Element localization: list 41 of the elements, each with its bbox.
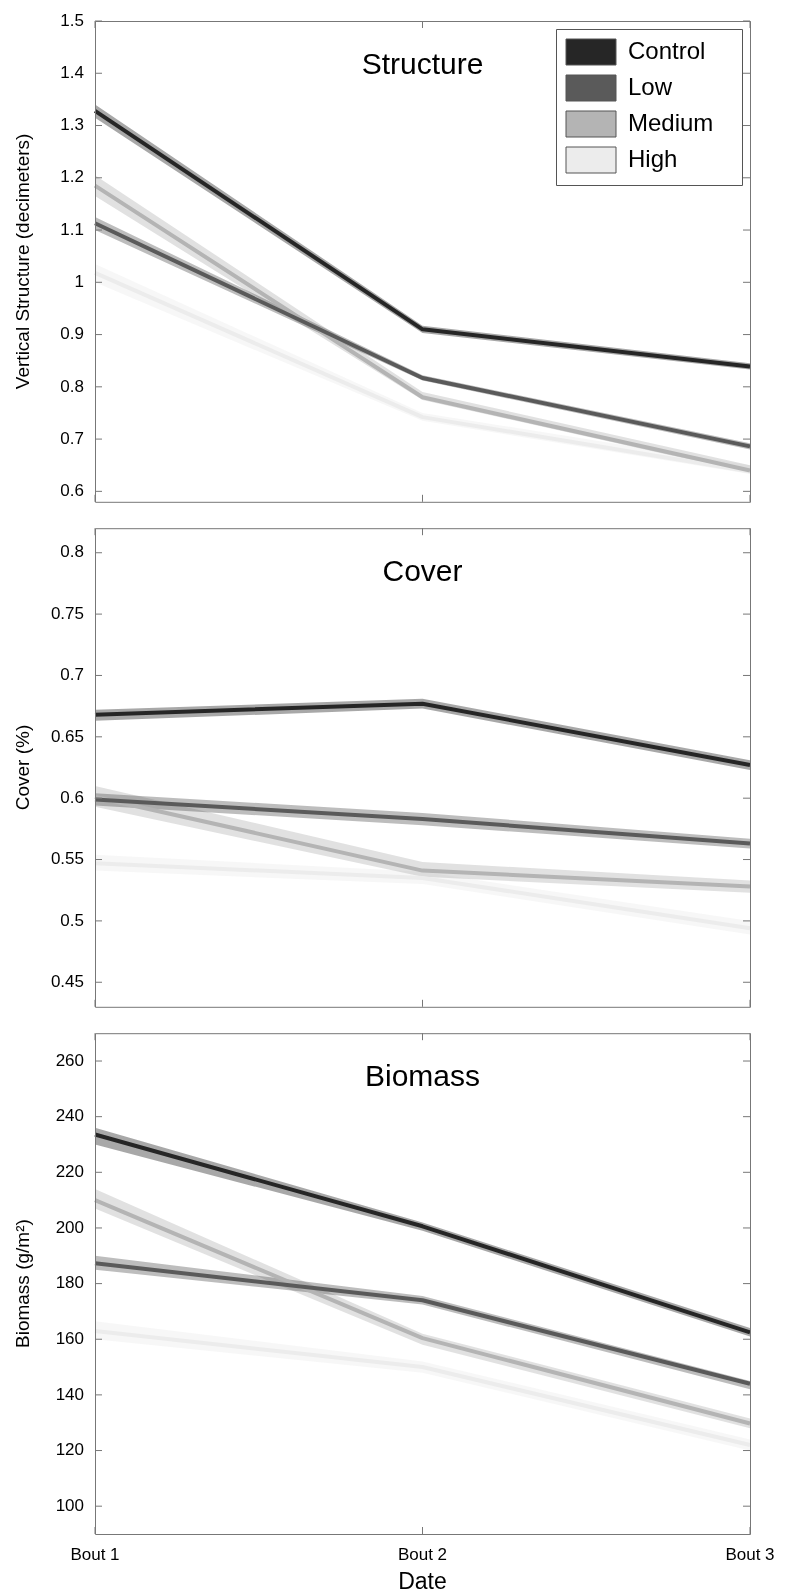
y-tick-label: 1.5 <box>60 10 84 30</box>
legend-label: Medium <box>628 108 714 136</box>
y-tick-label: 0.6 <box>60 787 84 807</box>
text: Cover <box>382 554 463 588</box>
y-axis-title: Vertical Structure (decimeters) <box>11 133 33 390</box>
y-tick-label: 220 <box>55 1162 84 1181</box>
y-tick-label: 140 <box>55 1384 84 1404</box>
x-tick-label: Bout 3 <box>725 1544 775 1564</box>
y-tick-label: 0.45 <box>50 971 84 991</box>
x-tick-label: Bout 2 <box>397 1544 448 1564</box>
y-tick-label: 260 <box>55 1050 84 1070</box>
legend-label: Control <box>628 36 706 64</box>
y-tick-label: 160 <box>55 1328 84 1348</box>
y-tick-label: 1.4 <box>60 62 84 82</box>
y-tick-label: 0.5 <box>60 910 84 930</box>
y-tick-label: 240 <box>55 1106 84 1126</box>
y-tick-label: 1.1 <box>60 219 84 239</box>
y-tick-label: 200 <box>55 1217 84 1237</box>
legend-label: Low <box>628 72 673 100</box>
y-tick-label: 0.8 <box>60 376 84 396</box>
x-axis-title: Date <box>398 1567 447 1594</box>
legend-label: High <box>628 144 678 172</box>
y-tick-label: 1.3 <box>60 115 84 135</box>
y-tick-label: 0.8 <box>60 542 84 562</box>
y-tick-label: 0.55 <box>50 849 84 869</box>
y-tick-label: 1.2 <box>60 167 84 187</box>
text: Structure <box>361 47 484 81</box>
x-tick-label: Bout 1 <box>70 1544 120 1564</box>
y-tick-label: 0.7 <box>60 665 84 685</box>
y-tick-label: 0.75 <box>50 603 84 623</box>
y-axis-title: Biomass (g/m²) <box>11 1219 33 1348</box>
y-tick-label: 1 <box>74 271 84 291</box>
y-tick-label: 0.9 <box>60 324 84 344</box>
text: Biomass <box>364 1059 481 1093</box>
y-axis-title: Cover (%) <box>11 724 33 811</box>
y-tick-label: 120 <box>55 1440 84 1460</box>
y-tick-label: 0.7 <box>60 428 84 448</box>
y-tick-label: 0.6 <box>60 481 84 501</box>
y-tick-label: 0.65 <box>50 726 84 746</box>
y-tick-label: 100 <box>55 1495 84 1515</box>
y-tick-label: 180 <box>55 1273 84 1293</box>
